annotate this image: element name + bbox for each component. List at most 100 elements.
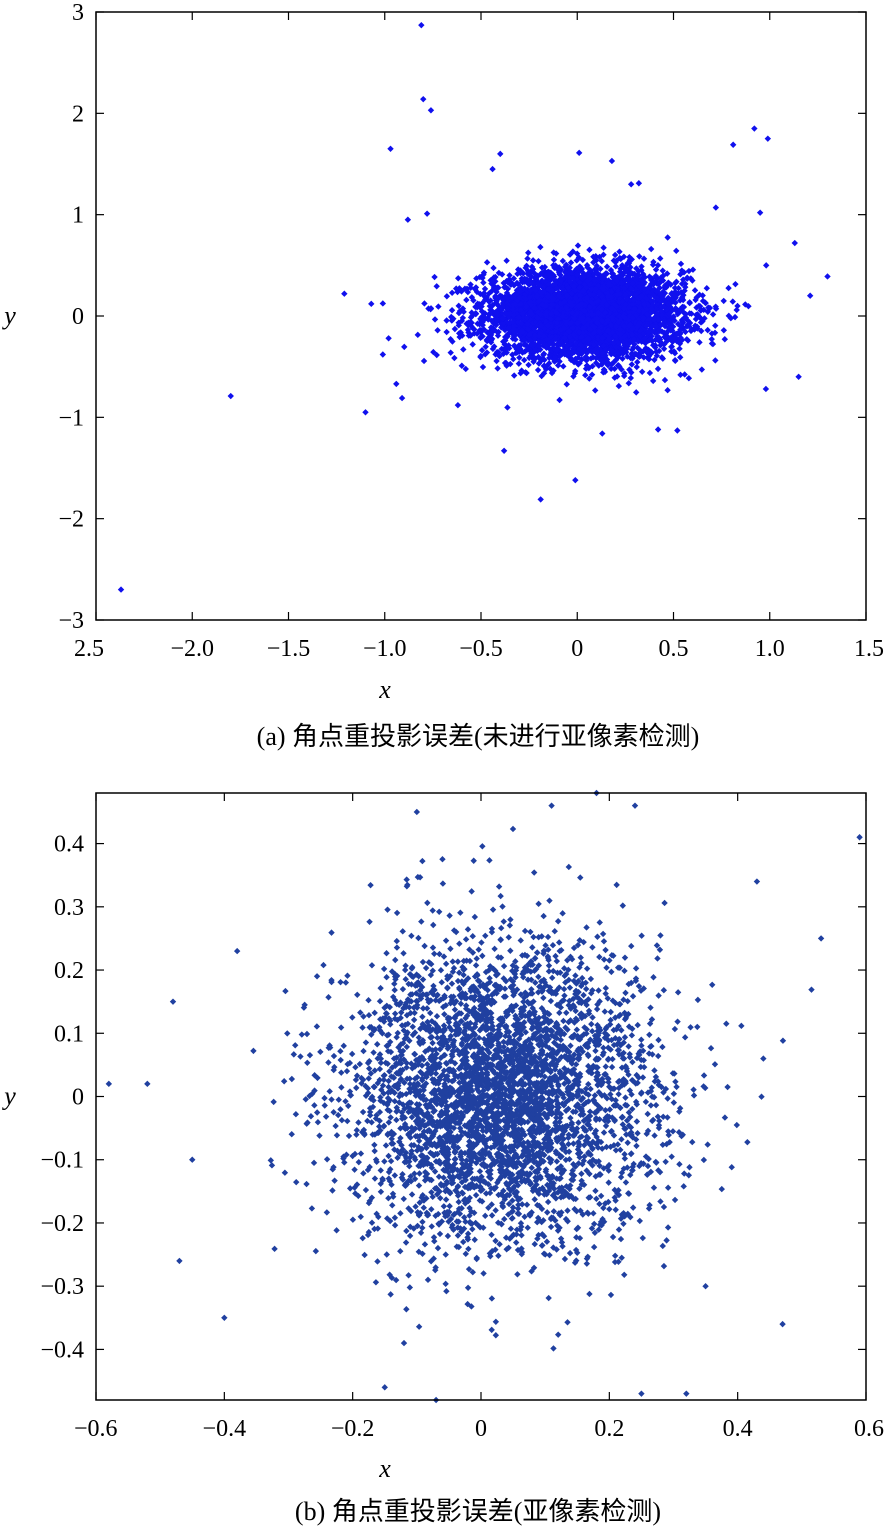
data-point xyxy=(688,310,695,317)
data-point xyxy=(712,357,719,364)
scatter-chart-b: −0.6 −0.4 −0.2 0 0.2 0.4 0.6 0.40.30.20.10−0.1… xyxy=(1,789,884,1526)
data-point xyxy=(677,260,685,268)
data-point xyxy=(514,1271,521,1278)
data-point xyxy=(636,253,643,260)
data-point xyxy=(603,964,610,971)
data-point xyxy=(311,1102,318,1109)
data-point xyxy=(490,264,497,272)
data-point xyxy=(474,320,481,327)
data-point xyxy=(547,997,555,1005)
data-points-a xyxy=(117,21,831,593)
data-point xyxy=(569,342,577,349)
data-point xyxy=(448,289,456,296)
outlier-point xyxy=(762,385,770,393)
data-point xyxy=(611,251,619,259)
data-point xyxy=(686,299,693,307)
data-point xyxy=(692,315,700,323)
data-point xyxy=(671,284,679,292)
data-point xyxy=(615,382,623,390)
data-point xyxy=(690,1092,698,1099)
data-point xyxy=(654,262,662,269)
data-point xyxy=(685,375,693,382)
data-point xyxy=(808,986,815,993)
data-point xyxy=(447,349,454,356)
data-point xyxy=(431,273,438,281)
outlier-point xyxy=(393,380,400,388)
data-point xyxy=(510,372,518,379)
data-point xyxy=(563,381,570,388)
data-point xyxy=(729,298,736,305)
data-point xyxy=(592,387,599,394)
data-point xyxy=(510,355,517,363)
data-point xyxy=(689,266,697,273)
data-point xyxy=(732,280,739,288)
data-point xyxy=(525,361,532,369)
data-point xyxy=(680,303,688,311)
data-point xyxy=(568,355,575,362)
data-point xyxy=(488,1295,496,1302)
data-point xyxy=(534,366,542,374)
data-point xyxy=(655,1036,662,1044)
data-point xyxy=(451,354,458,362)
data-point xyxy=(653,348,660,355)
data-point xyxy=(638,368,646,375)
data-point xyxy=(420,357,428,365)
outlier-point xyxy=(385,335,392,342)
data-point xyxy=(431,316,439,323)
y-tick-label: −3 xyxy=(58,608,84,634)
data-point xyxy=(720,327,728,334)
data-point xyxy=(602,984,610,992)
data-point xyxy=(551,264,558,271)
data-point xyxy=(734,302,741,310)
caption-a: (a) 角点重投影误差(未进行亚像素检测) xyxy=(257,722,700,751)
x-tick-label: 0 xyxy=(571,636,583,662)
data-point xyxy=(627,374,635,382)
data-point xyxy=(503,257,510,264)
data-point xyxy=(711,329,719,336)
data-point xyxy=(721,336,728,343)
data-point xyxy=(624,340,632,347)
data-point xyxy=(513,321,520,328)
data-point xyxy=(524,255,531,262)
outlier-point xyxy=(420,95,427,103)
data-point xyxy=(460,346,467,353)
data-point xyxy=(443,328,450,336)
data-point xyxy=(443,293,451,300)
scatter-chart-a: 2.5 −2.0 −1.5 −1.0 −0.5 0 0.5 1.0 1.5 3210−1−2−3… xyxy=(1,0,884,751)
data-point xyxy=(671,1196,679,1204)
outlier-point xyxy=(404,216,412,223)
data-point xyxy=(493,357,500,365)
data-point xyxy=(582,372,589,379)
data-point xyxy=(664,386,671,394)
data-point xyxy=(600,330,607,338)
data-point xyxy=(480,279,487,286)
y-tick-label: 0 xyxy=(72,304,84,330)
data-point xyxy=(664,234,671,241)
x-axis-label-a: x xyxy=(378,675,391,704)
data-point xyxy=(486,302,493,310)
data-point xyxy=(666,317,674,325)
data-point xyxy=(405,1272,412,1279)
data-point xyxy=(518,1232,525,1239)
data-point xyxy=(673,247,680,255)
data-point xyxy=(537,243,544,251)
data-point xyxy=(509,825,517,833)
data-point xyxy=(593,257,600,264)
y-tick-label: 1 xyxy=(72,203,84,229)
data-point xyxy=(397,1210,404,1217)
data-point xyxy=(661,341,668,348)
data-point xyxy=(586,375,593,382)
data-point xyxy=(664,270,671,277)
outlier-point xyxy=(654,426,662,433)
data-point xyxy=(669,323,677,330)
outlier-point xyxy=(806,292,814,299)
data-point xyxy=(433,283,440,290)
data-point xyxy=(591,266,599,273)
data-point xyxy=(691,287,699,294)
data-point xyxy=(540,350,548,357)
y-axis-label-a: y xyxy=(1,301,16,330)
x-tick-label: 1.0 xyxy=(755,636,785,662)
data-point xyxy=(488,1212,496,1219)
data-point xyxy=(507,360,514,368)
data-point xyxy=(661,329,668,337)
